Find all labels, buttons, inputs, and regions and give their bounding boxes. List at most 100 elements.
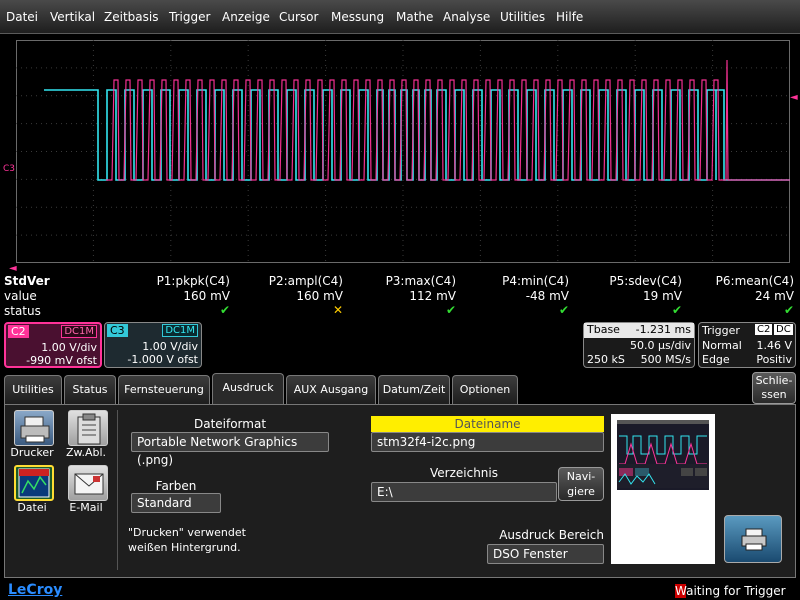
trigger-box[interactable]: Trigger C2 DC Normal 1.46 V Edge Positiv — [698, 322, 796, 368]
timebase-tdiv: 50.0 µs/div — [630, 339, 691, 352]
filename-input[interactable]: stm32f4-i2c.png — [371, 432, 604, 452]
printer-target-label: Drucker — [10, 446, 54, 459]
p5-name[interactable]: P5:sdev(C4) — [609, 274, 682, 288]
close-button[interactable]: Schlie- ssen — [752, 372, 796, 404]
waveform-svg — [16, 40, 790, 263]
print-button[interactable] — [724, 515, 782, 563]
trigger-coupling: DC — [774, 324, 793, 335]
timebase-box[interactable]: Tbase -1.231 ms 50.0 µs/div 250 kS 500 M… — [583, 322, 695, 368]
p3-name[interactable]: P3:max(C4) — [385, 274, 456, 288]
print-icon — [741, 528, 767, 551]
email-target-button[interactable] — [68, 465, 108, 501]
p3-value: 112 mV — [409, 289, 456, 303]
c2-tag: C2 — [8, 325, 29, 338]
trigger-level: 1.46 V — [756, 339, 792, 352]
tab-datum-zeit[interactable]: Datum/Zeit — [378, 375, 450, 405]
waveform-display[interactable] — [16, 40, 790, 263]
menu-analyse[interactable]: Analyse — [443, 10, 491, 24]
filename-label: Dateiname — [371, 416, 604, 432]
preview-thumbnail — [617, 420, 709, 490]
p4-value: -48 mV — [525, 289, 569, 303]
colors-select[interactable]: Standard — [131, 493, 221, 513]
printer-target-button[interactable] — [14, 410, 54, 446]
p2-value: 160 mV — [296, 289, 343, 303]
p1-value: 160 mV — [183, 289, 230, 303]
c3-offset: -1.000 V ofst — [127, 353, 198, 366]
p5-value: 19 mV — [643, 289, 682, 303]
trigger-source: C2 — [755, 324, 773, 335]
note-line-2: weißen Hintergrund. — [128, 541, 241, 554]
measure-set-label: StdVer — [4, 274, 50, 288]
clipboard-target-label: Zw.Abl. — [65, 446, 107, 459]
menu-utilities[interactable]: Utilities — [500, 10, 546, 24]
print-preview — [611, 414, 715, 564]
p2-status-warning-icon: ✕ — [332, 303, 343, 317]
channel-marker: C3 — [3, 164, 16, 174]
colors-label: Farben — [155, 479, 197, 493]
tab-optionen[interactable]: Optionen — [452, 375, 518, 405]
p6-status-check-icon: ✔ — [783, 303, 794, 317]
directory-input[interactable]: E:\ — [371, 482, 557, 502]
measure-status-label: status — [4, 304, 41, 318]
timebase-rate: 500 MS/s — [640, 353, 691, 366]
measurement-table: StdVer value status P1:pkpk(C4) 160 mV ✔… — [0, 274, 800, 320]
tab-status[interactable]: Status — [64, 375, 116, 405]
p4-name[interactable]: P4:min(C4) — [502, 274, 569, 288]
menu-mathe[interactable]: Mathe — [396, 10, 434, 24]
c2-trace — [106, 59, 790, 181]
navigate-button[interactable]: Navi- giere — [558, 467, 604, 501]
format-label: Dateiformat — [193, 417, 267, 431]
trigger-level-arrow: ◄ — [790, 92, 798, 103]
p4-status-check-icon: ✔ — [558, 303, 569, 317]
channel-c2-box[interactable]: C2 DC1M 1.00 V/div -990 mV ofst — [4, 322, 102, 368]
p5-status-check-icon: ✔ — [671, 303, 682, 317]
status-first-letter: W — [675, 584, 687, 598]
menu-zeitbasis[interactable]: Zeitbasis — [104, 10, 159, 24]
c2-coupling: DC1M — [61, 325, 97, 338]
p2-name[interactable]: P2:ampl(C4) — [268, 274, 343, 288]
c2-offset: -990 mV ofst — [26, 354, 97, 367]
trigger-position-arrow: ◄ — [9, 263, 17, 274]
directory-label: Verzeichnis — [429, 466, 498, 480]
email-target-label: E-Mail — [69, 501, 103, 514]
menu-trigger[interactable]: Trigger — [169, 10, 211, 24]
close-line-1: Schlie- — [755, 374, 793, 387]
navigate-line-1: Navi- — [566, 470, 596, 483]
trigger-slope: Positiv — [756, 353, 792, 366]
p6-value: 24 mV — [755, 289, 794, 303]
format-select[interactable]: Portable Network Graphics (.png) — [131, 432, 329, 467]
menu-messung[interactable]: Messung — [331, 10, 385, 24]
close-line-2: ssen — [761, 388, 787, 401]
menu-vertikal[interactable]: Vertikal — [50, 10, 96, 24]
p1-name[interactable]: P1:pkpk(C4) — [156, 274, 230, 288]
file-target-label: Datei — [17, 501, 47, 514]
c3-trace — [44, 89, 790, 181]
navigate-line-2: giere — [567, 485, 595, 498]
channel-c3-box[interactable]: C3 DC1M 1.00 V/div -1.000 V ofst — [104, 322, 202, 368]
tab-ausdruck[interactable]: Ausdruck — [212, 373, 284, 406]
status-rest: aiting for Trigger — [686, 584, 786, 598]
p3-status-check-icon: ✔ — [445, 303, 456, 317]
timebase-header — [584, 323, 694, 338]
acquisition-status: Waiting for Trigger — [675, 584, 786, 598]
tab-aux-ausgang[interactable]: AUX Ausgang — [286, 375, 376, 405]
menu-hilfe[interactable]: Hilfe — [556, 10, 584, 24]
printer-icon — [20, 416, 50, 443]
trigger-mode: Normal — [702, 339, 742, 352]
menu-cursor[interactable]: Cursor — [279, 10, 319, 24]
menu-anzeige[interactable]: Anzeige — [222, 10, 270, 24]
p6-name[interactable]: P6:mean(C4) — [715, 274, 794, 288]
p1-status-check-icon: ✔ — [219, 303, 230, 317]
email-icon — [74, 473, 104, 495]
tab-utilities[interactable]: Utilities — [4, 375, 62, 405]
tab-fernsteuerung[interactable]: Fernsteuerung — [118, 375, 210, 405]
c3-tag: C3 — [107, 324, 128, 337]
menu-datei[interactable]: Datei — [6, 10, 39, 24]
clipboard-target-button[interactable] — [68, 410, 108, 446]
note-line-1: "Drucken" verwendet — [128, 526, 246, 539]
menu-bar: Datei Vertikal Zeitbasis Trigger Anzeige… — [0, 0, 800, 34]
file-target-button[interactable] — [14, 465, 54, 501]
c2-vdiv: 1.00 V/div — [41, 341, 97, 354]
area-select[interactable]: DSO Fenster — [487, 544, 604, 564]
area-label: Ausdruck Bereich — [499, 528, 604, 542]
